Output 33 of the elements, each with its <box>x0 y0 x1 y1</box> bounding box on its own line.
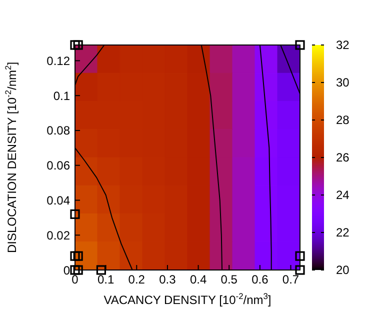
point <box>295 40 305 50</box>
color-bar-label: 24 <box>336 188 350 202</box>
point <box>70 209 80 219</box>
point <box>295 251 305 261</box>
y-tick-label: 0.06 <box>46 158 70 173</box>
x-tick-label: 0.5 <box>220 272 238 287</box>
color-bar-label: 28 <box>336 113 350 127</box>
point <box>70 251 80 261</box>
y-tick-label: 0.04 <box>46 193 70 208</box>
x-tick-label: 0.3 <box>159 272 176 287</box>
point <box>73 265 83 275</box>
point <box>295 265 305 275</box>
point <box>70 40 80 50</box>
point <box>96 265 106 275</box>
color-bar-label: 22 <box>336 226 350 240</box>
x-tick-label: 0.1 <box>97 272 114 287</box>
color-bar-label: 32 <box>336 38 350 52</box>
color-bar-label: 30 <box>336 76 350 90</box>
point <box>73 251 83 261</box>
x-axis-title: VACANCY DENSITY [10$^{-2}$/nm$^{3}$] <box>104 291 272 307</box>
point <box>70 265 80 275</box>
y-tick-label: 0.02 <box>46 228 70 242</box>
y-tick-label: 0.08 <box>46 124 70 138</box>
x-tick-label: 0.7 <box>282 272 300 287</box>
x-tick-label: 0.2 <box>128 272 146 287</box>
color-bar-label: 26 <box>336 150 350 164</box>
color-bar-label: 20 <box>336 263 350 277</box>
y-tick-label: 0.1 <box>53 88 70 103</box>
x-tick-label: 0.4 <box>190 272 207 287</box>
x-tick-label: 0.6 <box>252 272 269 287</box>
point <box>73 40 83 50</box>
y-tick-label: 0.12 <box>46 54 70 68</box>
y-tick-label: 0 <box>63 263 70 278</box>
